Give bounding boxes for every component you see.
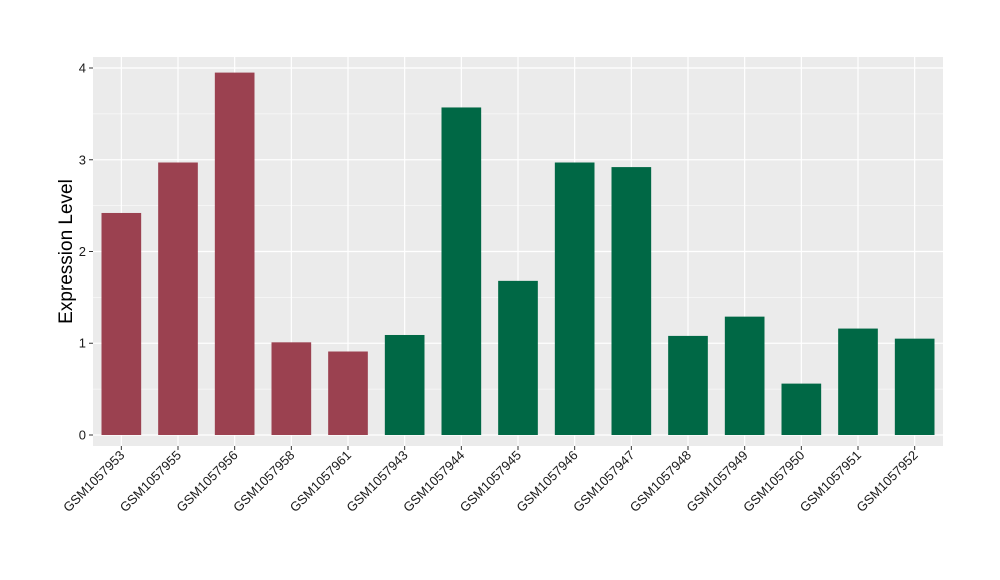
y-tick-label: 0 (79, 427, 86, 442)
y-tick-label: 3 (79, 152, 86, 167)
bar (384, 334, 425, 435)
bar (214, 72, 255, 435)
y-tick-label: 1 (79, 336, 86, 351)
bar (498, 280, 538, 435)
y-axis: 0 1 2 3 4 (79, 61, 93, 442)
bar (668, 335, 708, 435)
y-tick-label: 2 (79, 244, 86, 259)
bar (781, 383, 822, 435)
bar (611, 167, 652, 435)
bar (271, 342, 312, 435)
bar (894, 338, 935, 435)
bar (554, 162, 595, 435)
bars (101, 72, 935, 435)
bar (158, 162, 198, 435)
bar (838, 328, 878, 435)
x-axis: GSM1057953GSM1057955GSM1057956GSM1057958… (60, 446, 921, 515)
y-tick-label: 4 (79, 61, 86, 76)
bar (441, 107, 482, 435)
bar (724, 316, 765, 435)
y-axis-title: Expression Level (56, 179, 77, 324)
bar (328, 351, 368, 435)
bar (101, 212, 142, 435)
